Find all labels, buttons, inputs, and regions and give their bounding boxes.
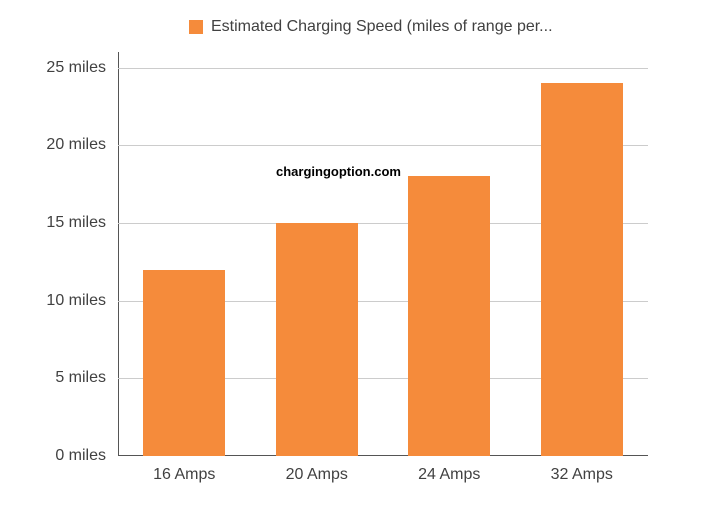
y-tick-label: 10 miles xyxy=(16,292,106,310)
watermark-text: chargingoption.com xyxy=(276,164,401,179)
chart-legend: Estimated Charging Speed (miles of range… xyxy=(189,18,553,36)
chart-container: Estimated Charging Speed (miles of range… xyxy=(0,0,705,508)
x-tick-label: 32 Amps xyxy=(522,466,642,484)
bar xyxy=(276,223,358,456)
x-tick-label: 20 Amps xyxy=(257,466,377,484)
legend-swatch xyxy=(189,20,203,34)
y-tick-label: 25 miles xyxy=(16,59,106,77)
x-tick-label: 24 Amps xyxy=(389,466,509,484)
bar xyxy=(541,83,623,456)
y-tick-label: 0 miles xyxy=(16,447,106,465)
y-axis-line xyxy=(118,52,119,456)
y-tick-label: 20 miles xyxy=(16,136,106,154)
bar xyxy=(408,176,490,456)
x-tick-label: 16 Amps xyxy=(124,466,244,484)
y-tick-label: 5 miles xyxy=(16,369,106,387)
plot-area: 0 miles5 miles10 miles15 miles20 miles25… xyxy=(118,52,648,456)
legend-label: Estimated Charging Speed (miles of range… xyxy=(211,18,553,36)
y-tick-label: 15 miles xyxy=(16,214,106,232)
bar xyxy=(143,270,225,456)
gridline xyxy=(118,68,648,69)
